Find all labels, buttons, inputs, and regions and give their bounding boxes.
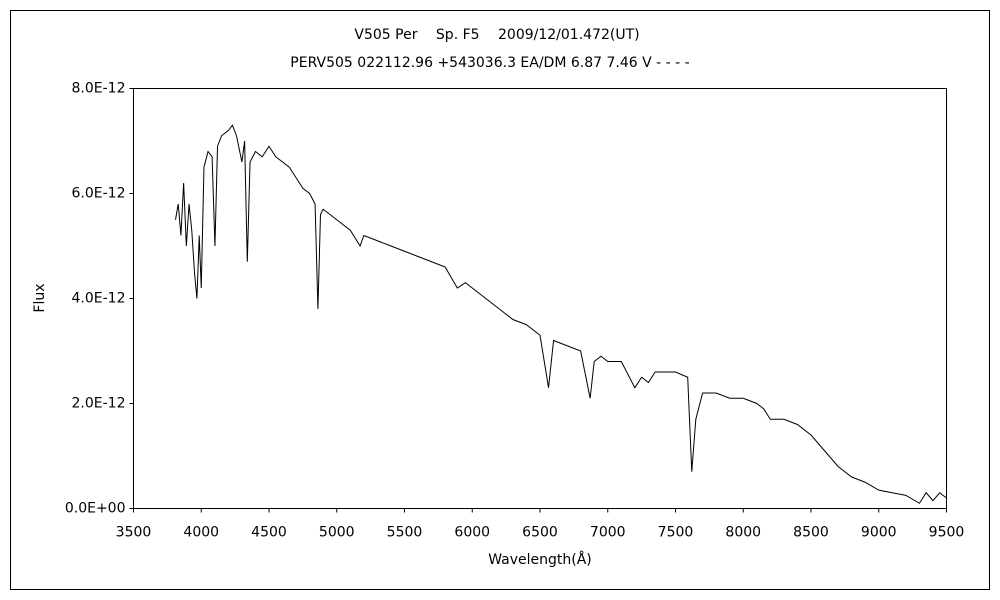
y-tick-label: 8.0E-12	[72, 81, 126, 97]
x-tick-label: 5500	[387, 525, 423, 541]
chart-title: V505 Per Sp. F5 2009/12/01.472(UT)	[354, 27, 639, 43]
x-axis-label: Wavelength(Å)	[488, 551, 592, 568]
x-tick-label: 8000	[725, 525, 761, 541]
x-tick-label: 9500	[929, 525, 965, 541]
x-tick-label: 8500	[793, 525, 829, 541]
x-tick-label: 6000	[454, 525, 490, 541]
y-tick-label: 2.0E-12	[72, 396, 126, 412]
x-tick-label: 3500	[116, 525, 152, 541]
y-tick-label: 0.0E+00	[65, 501, 126, 517]
x-tick-label: 4000	[183, 525, 219, 541]
x-tick-label: 6500	[522, 525, 558, 541]
y-axis-label: Flux	[32, 283, 48, 312]
x-tick-label: 7000	[590, 525, 626, 541]
x-tick-label: 4500	[251, 525, 287, 541]
y-tick-label: 6.0E-12	[72, 186, 126, 202]
spectrum-line	[175, 124, 947, 504]
chart-border	[10, 10, 990, 590]
x-tick-label: 9000	[861, 525, 897, 541]
chart-subtitle: PERV505 022112.96 +543036.3 EA/DM 6.87 7…	[290, 55, 689, 71]
y-tick-label: 4.0E-12	[72, 291, 126, 307]
x-tick-label: 7500	[658, 525, 694, 541]
x-tick-label: 5000	[319, 525, 355, 541]
